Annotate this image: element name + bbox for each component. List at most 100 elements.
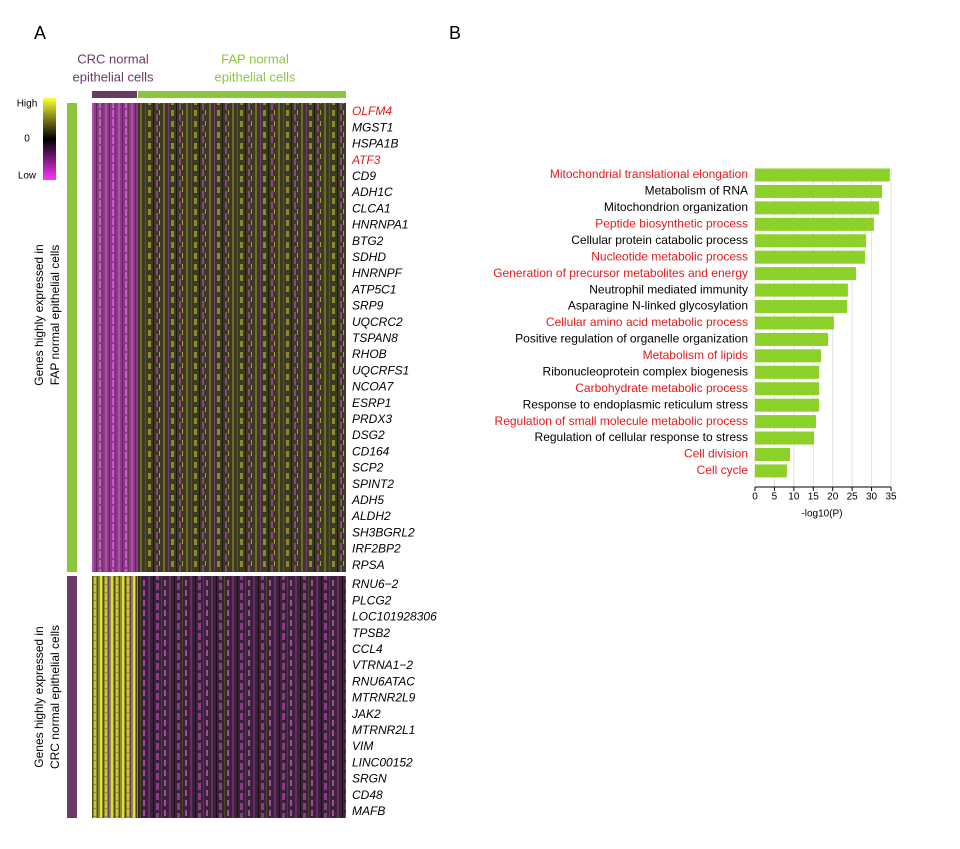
y-tick-label: Cell division [684, 447, 748, 461]
gene-label: OLFM4 [352, 104, 392, 118]
heatmap-block [92, 103, 138, 572]
gene-label: PLCG2 [352, 593, 392, 607]
row-group-label: CRC normal epithelial cells [48, 625, 62, 769]
gene-label: LINC00152 [352, 755, 413, 769]
gene-label: CD164 [352, 444, 390, 458]
bar [755, 431, 815, 445]
gene-label: LOC101928306 [352, 610, 437, 624]
bar [755, 283, 848, 297]
bar [755, 267, 857, 281]
bar [755, 415, 817, 429]
gene-label: RPSA [352, 558, 385, 572]
bar [755, 464, 787, 478]
gene-label: UQCRFS1 [352, 363, 409, 377]
x-tick-label: 30 [866, 492, 878, 503]
gene-label: ATF3 [351, 153, 381, 167]
group-label: epithelial cells [73, 69, 154, 84]
bar [755, 217, 874, 231]
gene-label: NCOA7 [352, 380, 395, 394]
y-tick-label: Generation of precursor metabolites and … [493, 266, 748, 280]
gene-label: DSG2 [352, 428, 385, 442]
y-tick-label: Response to endoplasmic reticulum stress [523, 397, 748, 411]
gene-label: SRP9 [352, 299, 384, 313]
gene-label: UQCRC2 [352, 315, 403, 329]
gene-label: SDHD [352, 250, 386, 264]
gene-label: CCL4 [352, 642, 383, 656]
gene-label: ATP5C1 [351, 282, 396, 296]
y-tick-label: Ribonucleoprotein complex biogenesis [543, 364, 748, 378]
row-group-bar [67, 103, 77, 572]
gene-label: MTRNR2L1 [352, 723, 415, 737]
bar [755, 365, 820, 379]
x-tick-label: 10 [788, 492, 800, 503]
y-tick-label: Cell cycle [697, 463, 749, 477]
gene-label: VIM [352, 739, 373, 753]
gene-label: SPINT2 [352, 477, 394, 491]
gene-label: BTG2 [352, 234, 384, 248]
y-tick-label: Carbohydrate metabolic process [575, 381, 748, 395]
gene-label: HSPA1B [352, 137, 398, 151]
row-group-bar [67, 576, 77, 818]
y-tick-label: Positive regulation of organelle organiz… [515, 332, 748, 346]
gene-label: MGST1 [352, 120, 393, 134]
heatmap-block [92, 576, 138, 818]
bar [755, 382, 820, 396]
y-tick-label: Metabolism of RNA [645, 184, 748, 198]
bar [755, 316, 834, 330]
x-tick-label: 5 [772, 492, 778, 503]
gene-label: MTRNR2L9 [352, 691, 416, 705]
y-tick-label: Cellular protein catabolic process [571, 233, 748, 247]
y-tick-label: Regulation of cellular response to stres… [535, 430, 748, 444]
bar [755, 447, 790, 461]
bar [755, 184, 883, 198]
row-group-label: FAP normal epithelial cells [48, 245, 62, 386]
gene-label: CLCA1 [352, 201, 391, 215]
gene-label: VTRNA1−2 [352, 658, 413, 672]
gene-label: SH3BGRL2 [352, 525, 415, 539]
x-axis-label: -log10(P) [801, 509, 842, 520]
gene-label: TPSB2 [352, 626, 390, 640]
bar [755, 250, 865, 264]
gene-label: CD9 [352, 169, 376, 183]
group-bar [92, 91, 137, 98]
y-tick-label: Mitochondrion organization [604, 200, 748, 214]
gene-label: IRF2BP2 [352, 542, 401, 556]
gene-label: JAK2 [351, 707, 381, 721]
gene-label: RHOB [352, 347, 387, 361]
group-label: FAP normal [221, 51, 289, 66]
gene-label: ADH5 [351, 493, 384, 507]
y-tick-label: Mitochondrial translational elongation [550, 167, 748, 181]
bar [755, 201, 879, 215]
gene-label: TSPAN8 [352, 331, 398, 345]
group-label: CRC normal [77, 51, 149, 66]
bar [755, 234, 867, 248]
gene-label: ADH1C [351, 185, 393, 199]
panel-label: A [34, 23, 46, 43]
bar [755, 332, 829, 346]
x-tick-label: 20 [827, 492, 839, 503]
x-tick-label: 0 [752, 492, 758, 503]
gene-label: SRGN [352, 772, 387, 786]
x-tick-label: 15 [808, 492, 820, 503]
row-group-label: Genes highly expressed in [32, 244, 46, 385]
y-tick-label: Neutrophil mediated immunity [589, 282, 748, 296]
y-tick-label: Metabolism of lipids [643, 348, 748, 362]
bar [755, 349, 822, 363]
heatmap-panel: High 0 Low [17, 98, 346, 818]
gene-label: RNU6ATAC [352, 674, 415, 688]
x-tick-label: 25 [847, 492, 859, 503]
group-label: epithelial cells [215, 69, 296, 84]
y-tick-label: Regulation of small molecule metabolic p… [495, 414, 748, 428]
y-tick-label: Asparagine N-linked glycosylation [568, 299, 748, 313]
bar [755, 300, 848, 314]
heatmap-block [138, 576, 346, 818]
gene-label: ESRP1 [352, 396, 391, 410]
legend-low: Low [18, 171, 37, 182]
bar [755, 398, 820, 412]
gene-label: ALDH2 [351, 509, 391, 523]
heatmap-block [138, 103, 346, 572]
gene-label: RNU6−2 [352, 577, 399, 591]
gene-label: CD48 [352, 788, 383, 802]
y-tick-label: Nucleotide metabolic process [591, 249, 748, 263]
